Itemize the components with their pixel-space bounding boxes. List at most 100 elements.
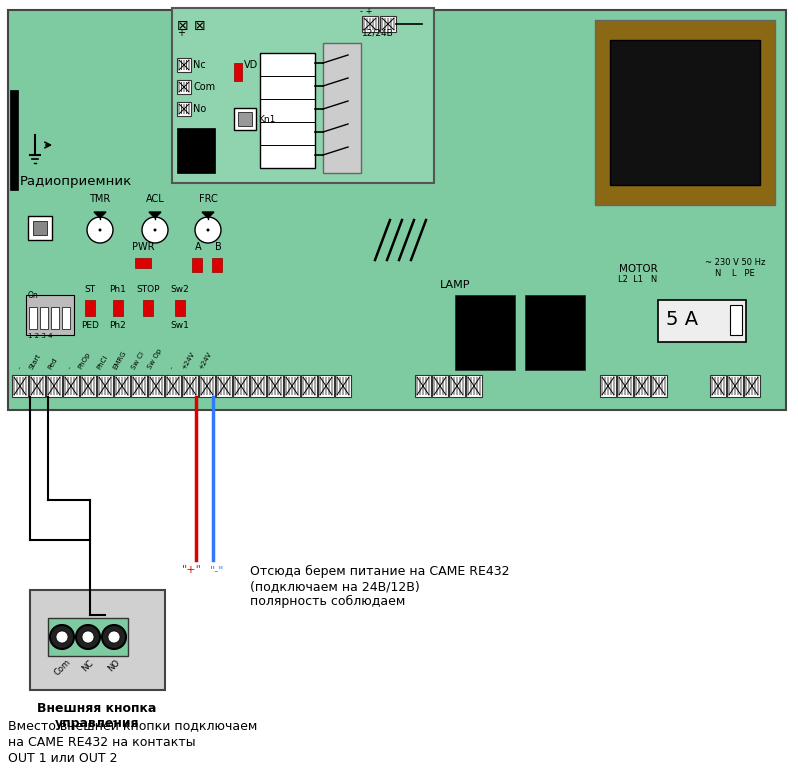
Text: A: A xyxy=(195,242,201,252)
Text: Радиоприемник: Радиоприемник xyxy=(20,175,132,188)
Bar xyxy=(744,375,760,397)
Text: Start: Start xyxy=(28,352,41,370)
Text: -: - xyxy=(168,365,176,370)
Text: NO: NO xyxy=(106,658,122,673)
Text: Sw Cl: Sw Cl xyxy=(131,351,145,370)
Bar xyxy=(651,375,667,397)
Text: MOTOR: MOTOR xyxy=(618,264,658,274)
Circle shape xyxy=(50,625,74,649)
Bar xyxy=(97,375,113,397)
Polygon shape xyxy=(149,212,161,218)
Bar xyxy=(143,300,153,316)
Bar xyxy=(216,375,232,397)
Circle shape xyxy=(207,229,210,232)
Bar xyxy=(362,16,378,32)
Text: Ped: Ped xyxy=(47,356,59,370)
Bar xyxy=(33,221,47,235)
Bar xyxy=(727,375,743,397)
Bar xyxy=(182,375,198,397)
Text: -: - xyxy=(17,365,23,370)
Bar xyxy=(51,307,59,329)
Circle shape xyxy=(142,217,168,243)
Text: +24V: +24V xyxy=(198,350,212,370)
Circle shape xyxy=(102,625,126,649)
Bar xyxy=(267,375,283,397)
Text: "-": "-" xyxy=(210,565,224,575)
Bar xyxy=(29,375,45,397)
Bar xyxy=(323,43,361,173)
Text: Ph2: Ph2 xyxy=(109,321,126,330)
Bar xyxy=(46,375,62,397)
Text: PED: PED xyxy=(81,321,99,330)
Circle shape xyxy=(56,631,68,643)
Bar xyxy=(380,16,396,32)
Bar xyxy=(610,40,760,185)
Text: OUT 1 или OUT 2: OUT 1 или OUT 2 xyxy=(8,752,117,765)
Bar xyxy=(30,590,165,690)
Polygon shape xyxy=(94,212,106,218)
Bar xyxy=(658,300,746,342)
Bar xyxy=(113,300,123,316)
Text: -: - xyxy=(67,365,73,370)
Bar xyxy=(131,375,147,397)
Text: ⊠: ⊠ xyxy=(177,19,188,33)
Text: Ph1: Ph1 xyxy=(109,285,126,294)
Bar xyxy=(165,375,181,397)
Bar xyxy=(595,20,775,205)
Text: N    L   PE: N L PE xyxy=(715,269,755,278)
Text: STOP: STOP xyxy=(136,285,160,294)
Bar xyxy=(199,375,215,397)
Text: L2  L1   N: L2 L1 N xyxy=(618,275,658,284)
Bar xyxy=(148,375,164,397)
Bar xyxy=(80,375,96,397)
Text: PhOp: PhOp xyxy=(77,351,91,370)
Text: +24V: +24V xyxy=(180,350,196,370)
Bar xyxy=(172,8,434,183)
Bar xyxy=(192,258,202,272)
Text: 1 2 3 4: 1 2 3 4 xyxy=(28,333,53,339)
Text: 5 А: 5 А xyxy=(666,310,698,329)
Text: - +: - + xyxy=(360,7,373,16)
Text: ST: ST xyxy=(85,285,96,294)
Text: Nc: Nc xyxy=(193,60,206,70)
Bar xyxy=(40,307,48,329)
Bar xyxy=(177,80,191,94)
Bar xyxy=(415,375,431,397)
Text: EMRG: EMRG xyxy=(113,349,128,370)
Text: FRC: FRC xyxy=(199,194,217,204)
Bar xyxy=(318,375,334,397)
Bar xyxy=(29,307,37,329)
Bar xyxy=(85,300,95,316)
Text: ⊠: ⊠ xyxy=(194,19,206,33)
Bar xyxy=(710,375,726,397)
Text: Com: Com xyxy=(52,658,72,678)
Circle shape xyxy=(153,229,156,232)
Bar xyxy=(63,375,79,397)
Bar xyxy=(28,216,52,240)
Circle shape xyxy=(108,631,120,643)
Circle shape xyxy=(87,217,113,243)
Text: TMR: TMR xyxy=(89,194,111,204)
Text: Sw Op: Sw Op xyxy=(147,348,163,370)
Bar xyxy=(260,53,315,168)
Bar xyxy=(233,375,249,397)
Text: PWR: PWR xyxy=(132,242,154,252)
Text: 12/24В: 12/24В xyxy=(362,29,393,38)
Bar xyxy=(8,10,786,410)
Text: Sw1: Sw1 xyxy=(171,321,189,330)
Text: Вместо внешней кнопки подключаем: Вместо внешней кнопки подключаем xyxy=(8,720,258,733)
Bar xyxy=(177,58,191,72)
Text: Kn1: Kn1 xyxy=(258,114,275,124)
Bar xyxy=(335,375,351,397)
Bar xyxy=(135,258,151,268)
Circle shape xyxy=(98,229,101,232)
Text: на CAME RE432 на контакты: на CAME RE432 на контакты xyxy=(8,736,196,749)
Text: VD: VD xyxy=(244,60,259,70)
Text: Sw2: Sw2 xyxy=(171,285,189,294)
Text: Отсюда берем питание на CAME RE432
(подключаем на 24В/12В)
полярность соблюдаем: Отсюда берем питание на CAME RE432 (подк… xyxy=(250,565,509,608)
Text: NC: NC xyxy=(81,658,96,673)
Bar xyxy=(284,375,300,397)
Text: No: No xyxy=(193,104,206,114)
Bar xyxy=(617,375,633,397)
Text: On: On xyxy=(28,291,39,300)
